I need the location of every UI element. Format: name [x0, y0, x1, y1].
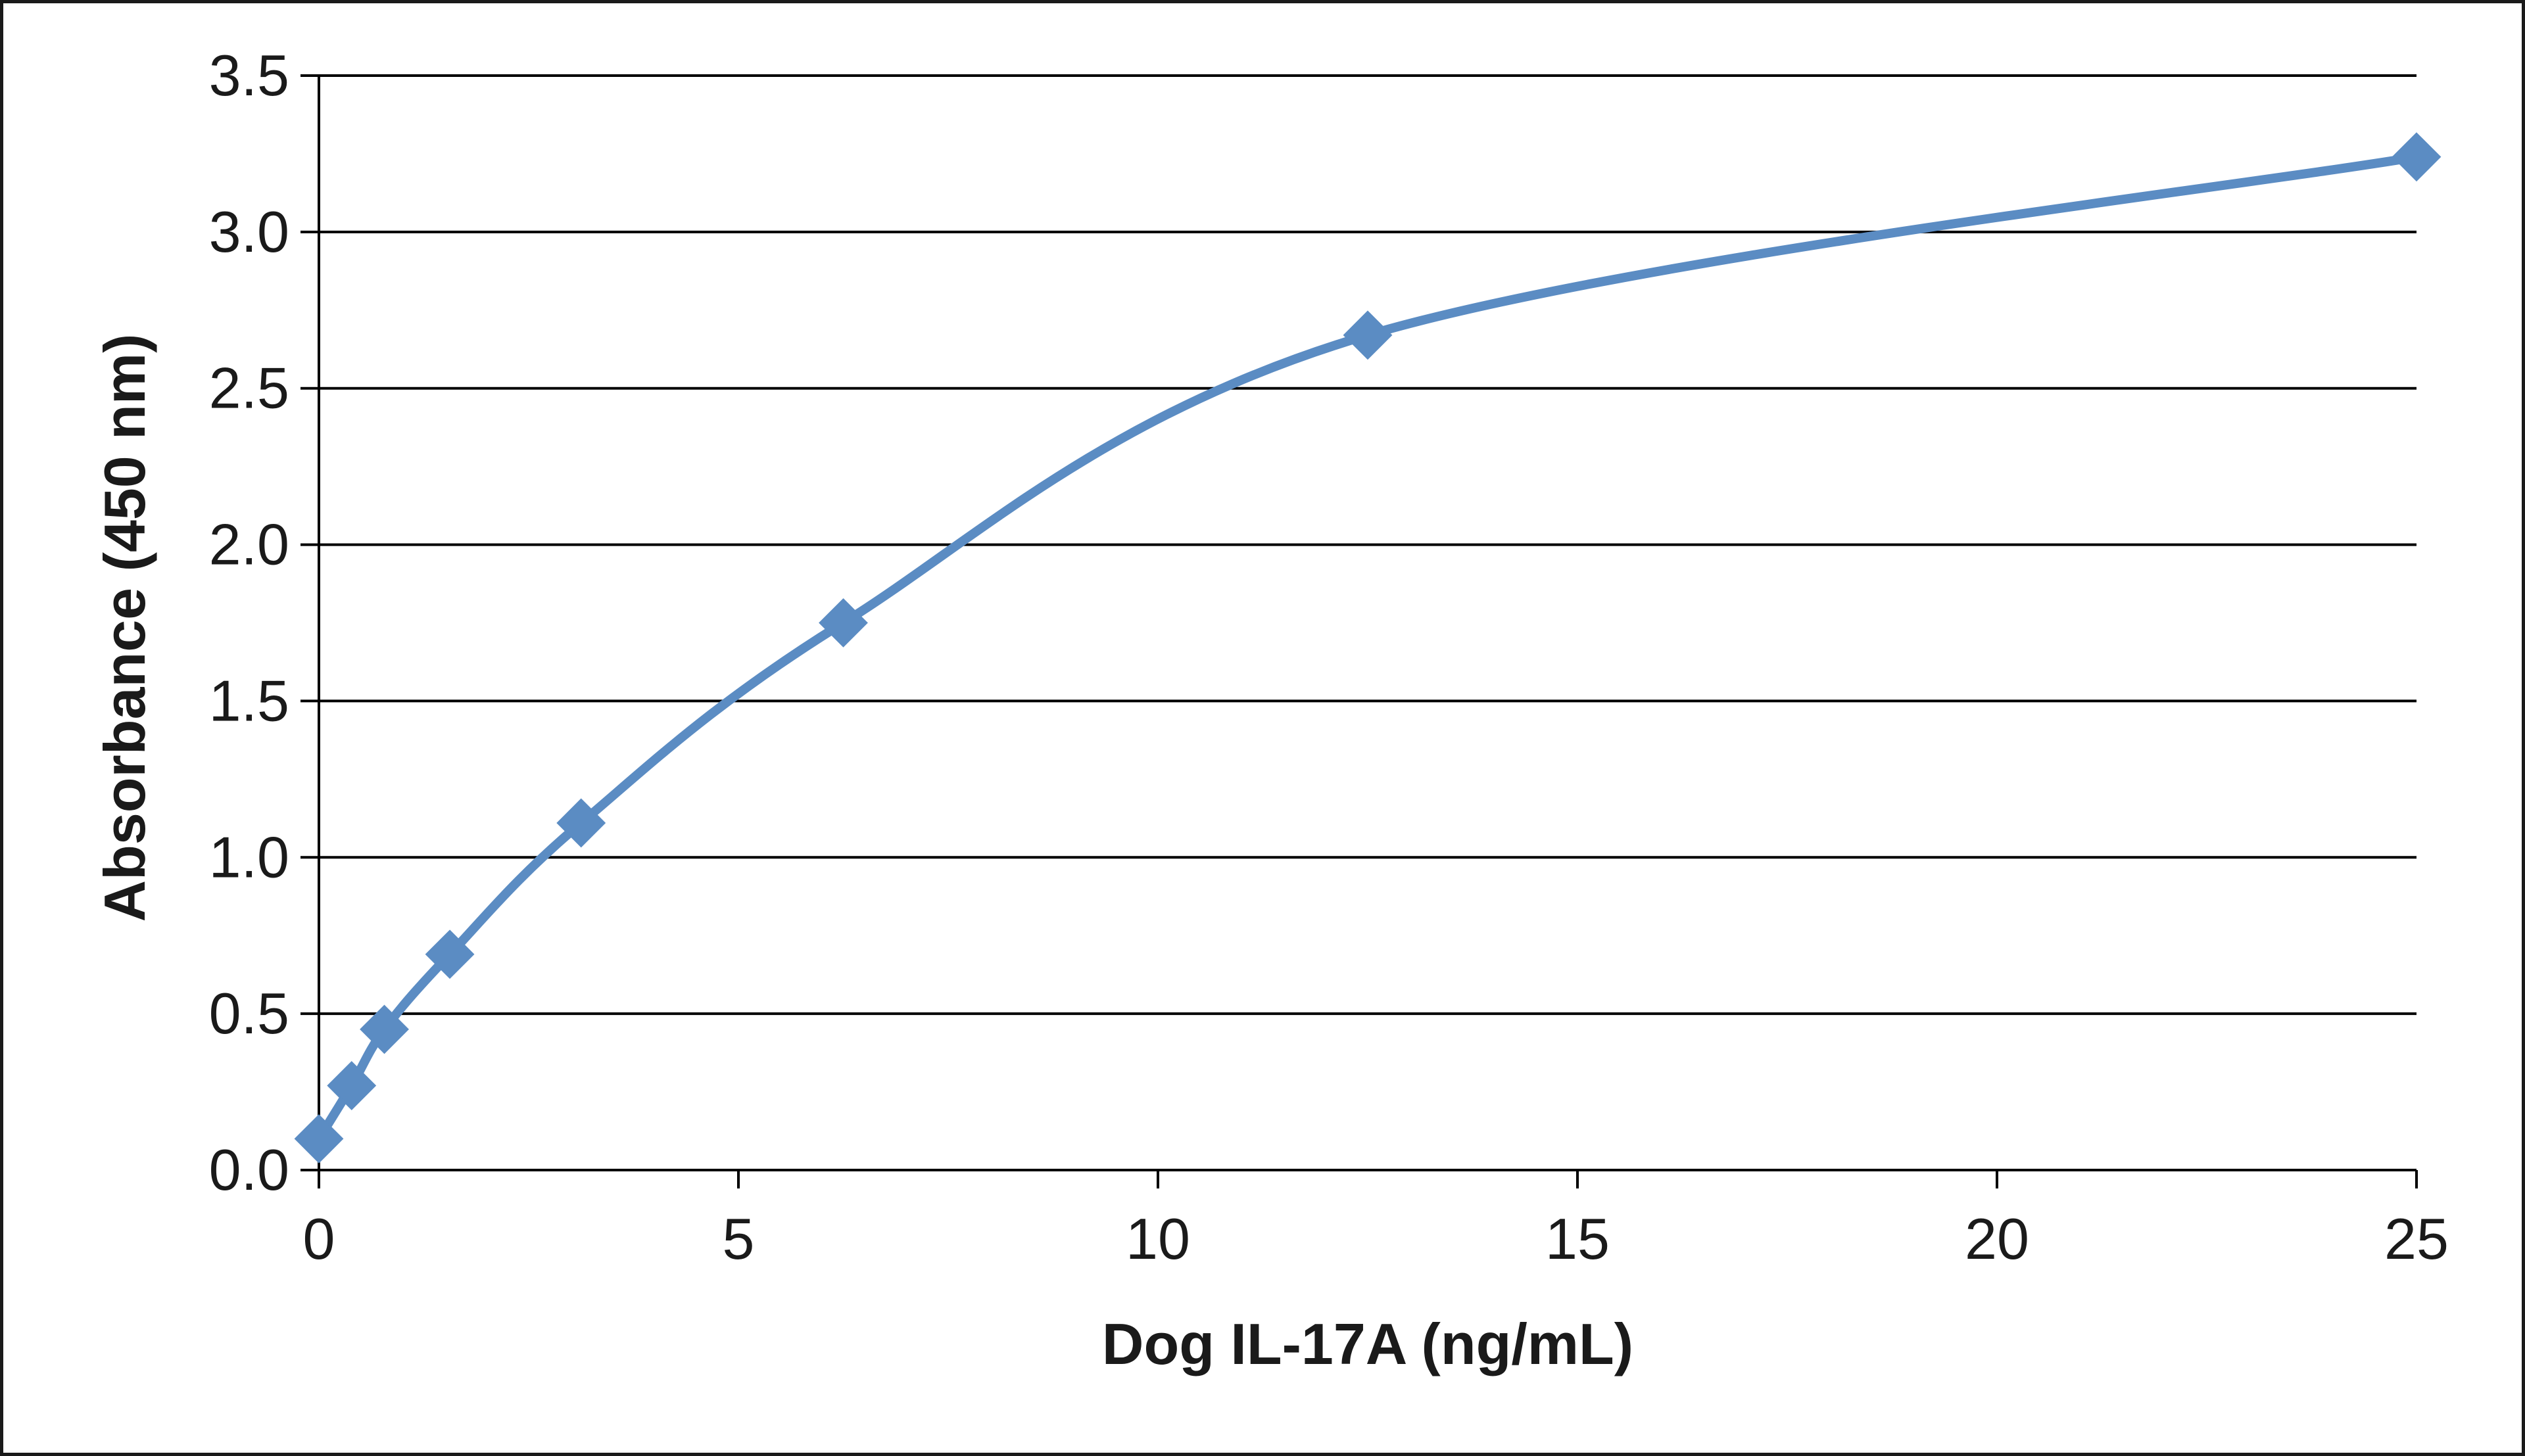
y-tick-label: 2.0 — [209, 512, 289, 577]
y-tick-label: 1.5 — [209, 668, 289, 733]
axes — [301, 74, 2418, 1188]
y-tick-label: 3.0 — [209, 199, 289, 264]
data-point-marker — [425, 929, 475, 979]
data-point-marker — [556, 798, 606, 848]
y-tick-label: 0.5 — [209, 981, 289, 1046]
y-tick-label: 3.5 — [209, 43, 289, 108]
y-tick-label: 1.0 — [209, 824, 289, 889]
series-line — [314, 152, 2421, 1144]
x-tick-label: 25 — [2384, 1206, 2449, 1271]
y-axis-title: Absorbance (450 nm) — [92, 334, 157, 922]
y-tick-label: 2.5 — [209, 356, 289, 421]
data-point-marker — [1343, 310, 1393, 360]
gridlines — [319, 74, 2417, 1016]
chart-svg: 0.0 0.5 1.0 1.5 2.0 2.5 3.0 3.5 0 5 10 15 20 25 Dog I… — [92, 43, 2449, 1376]
x-tick-label: 20 — [1965, 1206, 2029, 1271]
series-layer — [294, 132, 2441, 1163]
tick-labels: 0.0 0.5 1.0 1.5 2.0 2.5 3.0 3.5 0 5 10 15 20 25 — [209, 43, 2449, 1271]
x-axis-title: Dog IL-17A (ng/mL) — [1102, 1311, 1633, 1376]
data-point-marker — [294, 1114, 344, 1163]
x-tick-label: 5 — [723, 1206, 755, 1271]
x-tick-label: 10 — [1126, 1206, 1190, 1271]
data-point-marker — [2392, 132, 2441, 182]
y-tick-label: 0.0 — [209, 1137, 289, 1202]
data-point-marker — [327, 1061, 377, 1110]
x-tick-label: 0 — [303, 1206, 335, 1271]
data-point-marker — [360, 1004, 409, 1054]
x-tick-label: 15 — [1545, 1206, 1610, 1271]
data-point-marker — [819, 598, 868, 647]
